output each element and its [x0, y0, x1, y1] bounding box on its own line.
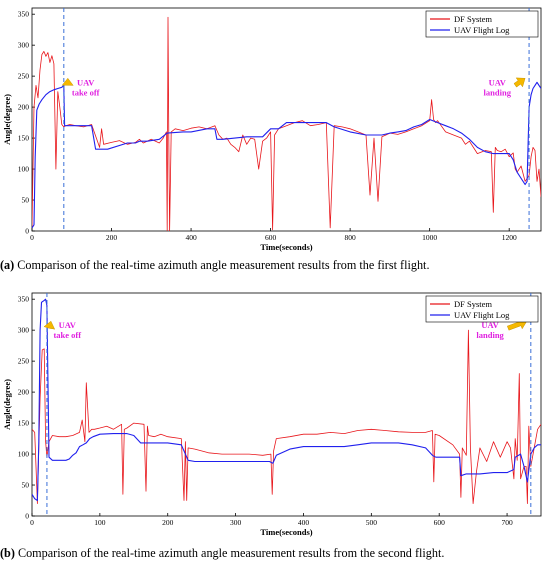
- legend-label: DF System: [454, 299, 492, 309]
- y-tick-label: 50: [22, 481, 30, 490]
- plot-area: [32, 298, 541, 505]
- y-tick-label: 250: [18, 72, 30, 81]
- y-tick-label: 200: [18, 103, 30, 112]
- caption-second-flight: (b) Comparison of the real-time azimuth …: [0, 546, 550, 561]
- x-tick-label: 0: [30, 518, 34, 527]
- caption-first-flight: (a) Comparison of the real-time azimuth …: [0, 258, 550, 273]
- y-tick-label: 350: [18, 295, 30, 304]
- landing-annotation-line2: landing: [484, 87, 512, 97]
- landing-annotation-line1: UAV: [489, 77, 507, 87]
- takeoff-annotation-line1: UAV: [77, 77, 95, 87]
- y-tick-label: 100: [18, 450, 30, 459]
- x-tick-label: 400: [298, 518, 310, 527]
- chart-second-flight: 0 100 200 300 400 500 600 700 0 50 100 150 200 250 300…: [2, 292, 542, 537]
- takeoff-annotation-line2: take off: [72, 87, 100, 97]
- series-line-df-system: [32, 329, 541, 505]
- takeoff-annotation-arrow: [43, 320, 56, 330]
- landing-annotation-arrow: [513, 77, 526, 88]
- takeoff-annotation-line1: UAV: [59, 320, 77, 330]
- y-tick-label: 100: [18, 165, 30, 174]
- legend-box: [425, 10, 539, 38]
- x-axis-label: Time(seconds): [260, 527, 312, 537]
- y-tick-label: 50: [22, 196, 30, 205]
- series-line-uav-flight-log: [32, 81, 541, 229]
- landing-annotation-line2: landing: [476, 330, 504, 340]
- series-line-df-system: [32, 16, 541, 231]
- x-tick-label: 200: [106, 233, 118, 242]
- plot-frame: [31, 292, 542, 517]
- x-tick-label: 0: [30, 233, 34, 242]
- x-tick-label: 500: [366, 518, 378, 527]
- landing-annotation-line1: UAV: [481, 320, 499, 330]
- legend-box: [425, 295, 539, 323]
- y-tick-label: 150: [18, 419, 30, 428]
- legend-label: DF System: [454, 14, 492, 24]
- series-line-uav-flight-log: [32, 298, 541, 502]
- legend-label: UAV Flight Log: [454, 310, 510, 320]
- chart-first-flight: 0 200 400 600 800 1000 1200 0 50 100 150 200 250 300 3…: [2, 7, 542, 252]
- x-tick-label: 1000: [422, 233, 437, 242]
- x-tick-label: 1200: [502, 233, 517, 242]
- y-axis-label: Angle(degree): [2, 379, 12, 430]
- x-tick-label: 700: [501, 518, 513, 527]
- y-tick-label: 150: [18, 134, 30, 143]
- y-tick-label: 250: [18, 357, 30, 366]
- x-tick-label: 800: [345, 233, 357, 242]
- y-tick-label: 300: [18, 326, 30, 335]
- plot-frame: [31, 7, 542, 232]
- legend-label: UAV Flight Log: [454, 25, 510, 35]
- x-tick-label: 400: [185, 233, 197, 242]
- y-tick-label: 0: [25, 227, 29, 236]
- x-axis-label: Time(seconds): [260, 242, 312, 252]
- panel-label: (a): [0, 258, 15, 272]
- panel-label: (b): [0, 546, 15, 560]
- y-tick-label: 200: [18, 388, 30, 397]
- takeoff-annotation-line2: take off: [53, 330, 81, 340]
- caption-text: Comparison of the real-time azimuth angl…: [17, 258, 430, 272]
- plot-area: [32, 16, 541, 231]
- x-tick-label: 600: [265, 233, 277, 242]
- y-tick-label: 0: [25, 512, 29, 521]
- y-tick-label: 350: [18, 10, 30, 19]
- y-tick-label: 300: [18, 41, 30, 50]
- caption-text: Comparison of the real-time azimuth angl…: [17, 546, 445, 560]
- takeoff-annotation-arrow: [61, 77, 74, 86]
- x-tick-label: 100: [94, 518, 106, 527]
- x-tick-label: 300: [230, 518, 242, 527]
- x-tick-label: 600: [434, 518, 446, 527]
- x-tick-label: 200: [162, 518, 174, 527]
- y-axis-label: Angle(degree): [2, 94, 12, 145]
